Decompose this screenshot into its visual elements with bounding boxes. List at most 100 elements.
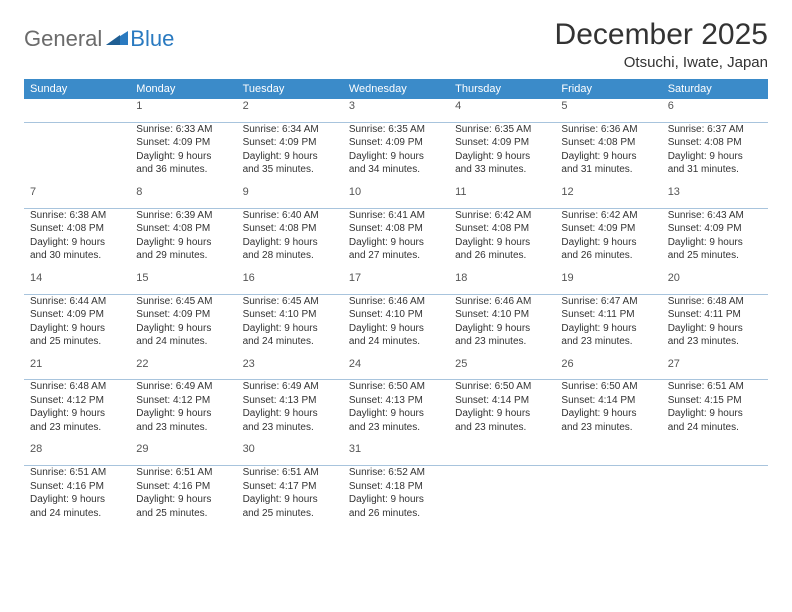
sunrise-text: Sunrise: 6:39 AM	[136, 209, 230, 223]
day-number: 13	[668, 186, 680, 198]
day-number-cell: 27	[662, 357, 768, 380]
daylight-text: Daylight: 9 hours and 31 minutes.	[561, 150, 655, 177]
day-content-cell: Sunrise: 6:40 AMSunset: 4:08 PMDaylight:…	[237, 208, 343, 271]
day-content-cell: Sunrise: 6:42 AMSunset: 4:08 PMDaylight:…	[449, 208, 555, 271]
sunrise-text: Sunrise: 6:46 AM	[455, 295, 549, 309]
day-number: 12	[561, 186, 573, 198]
day-number: 14	[30, 272, 42, 284]
day-number: 20	[668, 272, 680, 284]
page-header: General Blue December 2025 Otsuchi, Iwat…	[24, 18, 768, 71]
day-number-cell: 7	[24, 185, 130, 208]
daylight-text: Daylight: 9 hours and 23 minutes.	[668, 322, 762, 349]
sunset-text: Sunset: 4:09 PM	[136, 308, 230, 322]
sunrise-text: Sunrise: 6:46 AM	[349, 295, 443, 309]
day-number-cell: 10	[343, 185, 449, 208]
weekday-header: Tuesday	[237, 79, 343, 99]
day-content-cell: Sunrise: 6:49 AMSunset: 4:12 PMDaylight:…	[130, 380, 236, 443]
logo-triangle-icon	[106, 29, 128, 50]
day-number-cell: 15	[130, 271, 236, 294]
sunrise-text: Sunrise: 6:35 AM	[349, 123, 443, 137]
sunset-text: Sunset: 4:13 PM	[349, 394, 443, 408]
sunrise-text: Sunrise: 6:50 AM	[455, 380, 549, 394]
day-number-cell: 8	[130, 185, 236, 208]
day-content-row: Sunrise: 6:51 AMSunset: 4:16 PMDaylight:…	[24, 466, 768, 529]
day-number: 15	[136, 272, 148, 284]
day-content-cell: Sunrise: 6:43 AMSunset: 4:09 PMDaylight:…	[662, 208, 768, 271]
sunset-text: Sunset: 4:09 PM	[561, 222, 655, 236]
sunrise-text: Sunrise: 6:50 AM	[349, 380, 443, 394]
day-number-cell: 3	[343, 99, 449, 122]
day-number-cell: 13	[662, 185, 768, 208]
daynum-row: 7 8 9 10 11 12 13	[24, 185, 768, 208]
day-number-cell: 26	[555, 357, 661, 380]
logo-text-1: General	[24, 26, 102, 52]
day-number: 18	[455, 272, 467, 284]
day-number: 21	[30, 358, 42, 370]
daylight-text: Daylight: 9 hours and 23 minutes.	[349, 407, 443, 434]
day-number-cell: 18	[449, 271, 555, 294]
sunset-text: Sunset: 4:14 PM	[455, 394, 549, 408]
sunset-text: Sunset: 4:08 PM	[136, 222, 230, 236]
day-number-cell: 11	[449, 185, 555, 208]
daylight-text: Daylight: 9 hours and 26 minutes.	[455, 236, 549, 263]
weekday-header: Friday	[555, 79, 661, 99]
daylight-text: Daylight: 9 hours and 27 minutes.	[349, 236, 443, 263]
sunset-text: Sunset: 4:09 PM	[455, 136, 549, 150]
daylight-text: Daylight: 9 hours and 25 minutes.	[668, 236, 762, 263]
daylight-text: Daylight: 9 hours and 34 minutes.	[349, 150, 443, 177]
daylight-text: Daylight: 9 hours and 23 minutes.	[136, 407, 230, 434]
daylight-text: Daylight: 9 hours and 23 minutes.	[243, 407, 337, 434]
day-number: 6	[668, 100, 674, 112]
day-number-cell: 23	[237, 357, 343, 380]
sunrise-text: Sunrise: 6:47 AM	[561, 295, 655, 309]
daynum-row: 28293031	[24, 442, 768, 465]
sunset-text: Sunset: 4:09 PM	[30, 308, 124, 322]
day-content-cell: Sunrise: 6:41 AMSunset: 4:08 PMDaylight:…	[343, 208, 449, 271]
day-content-cell: Sunrise: 6:37 AMSunset: 4:08 PMDaylight:…	[662, 122, 768, 185]
day-content-cell: Sunrise: 6:51 AMSunset: 4:16 PMDaylight:…	[130, 466, 236, 529]
sunset-text: Sunset: 4:10 PM	[349, 308, 443, 322]
day-number: 25	[455, 358, 467, 370]
logo-text-2: Blue	[130, 26, 174, 52]
daylight-text: Daylight: 9 hours and 24 minutes.	[30, 493, 124, 520]
day-content-cell: Sunrise: 6:42 AMSunset: 4:09 PMDaylight:…	[555, 208, 661, 271]
sunset-text: Sunset: 4:08 PM	[455, 222, 549, 236]
sunrise-text: Sunrise: 6:42 AM	[455, 209, 549, 223]
day-number: 3	[349, 100, 355, 112]
day-content-cell: Sunrise: 6:38 AMSunset: 4:08 PMDaylight:…	[24, 208, 130, 271]
day-number: 26	[561, 358, 573, 370]
day-number: 10	[349, 186, 361, 198]
sunrise-text: Sunrise: 6:51 AM	[30, 466, 124, 480]
day-content-cell: Sunrise: 6:51 AMSunset: 4:16 PMDaylight:…	[24, 466, 130, 529]
daylight-text: Daylight: 9 hours and 23 minutes.	[30, 407, 124, 434]
day-content-cell	[555, 466, 661, 529]
day-number-cell: 17	[343, 271, 449, 294]
day-number-cell: 24	[343, 357, 449, 380]
day-number-cell: 29	[130, 442, 236, 465]
day-number-cell: 25	[449, 357, 555, 380]
sunrise-text: Sunrise: 6:35 AM	[455, 123, 549, 137]
day-content-cell	[24, 122, 130, 185]
sunset-text: Sunset: 4:18 PM	[349, 480, 443, 494]
sunset-text: Sunset: 4:13 PM	[243, 394, 337, 408]
daylight-text: Daylight: 9 hours and 24 minutes.	[668, 407, 762, 434]
day-number: 7	[30, 186, 36, 198]
day-content-row: Sunrise: 6:38 AMSunset: 4:08 PMDaylight:…	[24, 208, 768, 271]
day-content-cell: Sunrise: 6:39 AMSunset: 4:08 PMDaylight:…	[130, 208, 236, 271]
day-content-row: Sunrise: 6:44 AMSunset: 4:09 PMDaylight:…	[24, 294, 768, 357]
day-number-cell: 1	[130, 99, 236, 122]
day-number-cell: 20	[662, 271, 768, 294]
day-number: 8	[136, 186, 142, 198]
weekday-header: Saturday	[662, 79, 768, 99]
weekday-header: Wednesday	[343, 79, 449, 99]
day-content-cell: Sunrise: 6:50 AMSunset: 4:14 PMDaylight:…	[555, 380, 661, 443]
daynum-row: 123456	[24, 99, 768, 122]
day-content-cell: Sunrise: 6:46 AMSunset: 4:10 PMDaylight:…	[449, 294, 555, 357]
location-text: Otsuchi, Iwate, Japan	[555, 54, 768, 71]
day-number: 9	[243, 186, 249, 198]
sunset-text: Sunset: 4:15 PM	[668, 394, 762, 408]
day-number-cell: 22	[130, 357, 236, 380]
daylight-text: Daylight: 9 hours and 24 minutes.	[349, 322, 443, 349]
day-number: 19	[561, 272, 573, 284]
sunset-text: Sunset: 4:12 PM	[136, 394, 230, 408]
